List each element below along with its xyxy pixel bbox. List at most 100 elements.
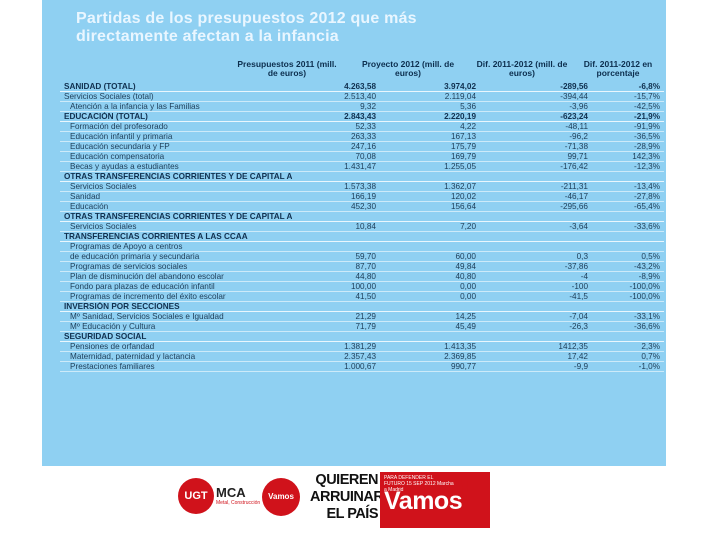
value-2012 [380, 171, 480, 183]
table-row: Programas de servicios sociales 87,70 49,8… [60, 261, 664, 273]
value-diff: -394,44 [480, 91, 592, 103]
value-2012: 14,25 [380, 311, 480, 323]
value-diff-percent: -15,7% [592, 91, 664, 103]
row-label: Mº Educación y Cultura [60, 321, 292, 333]
table-row: Maternidad, paternidad y lactancia 2.357,… [60, 351, 664, 363]
row-label: Atención a la infancia y las Familias [60, 101, 292, 113]
value-diff: -41,5 [480, 291, 592, 303]
value-diff-percent: -36,5% [592, 131, 664, 143]
value-2012: 0,00 [380, 291, 480, 303]
infographic-title: Partidas de los presupuestos 2012 que má… [76, 10, 417, 45]
value-2011: 4.263,58 [292, 82, 380, 93]
value-diff-percent: -65,4% [592, 201, 664, 213]
row-label: TRANSFERENCIAS CORRIENTES A LAS CCAA [60, 231, 292, 243]
section-row: OTRAS TRANSFERENCIAS CORRIENTES Y DE CAP… [60, 171, 664, 183]
value-2011: 166,19 [292, 191, 380, 203]
row-label: Educación secundaria y FP [60, 141, 292, 153]
value-diff [480, 211, 592, 223]
section-row: EDUCACIÓN (TOTAL) 2.843,43 2.220,19 -623,24… [60, 111, 664, 123]
value-diff: -71,38 [480, 141, 592, 153]
value-2012 [380, 331, 480, 343]
row-label: Programas de Apoyo a centros [60, 241, 292, 253]
value-diff: -9,9 [480, 361, 592, 373]
table-row: Atención a la infancia y las Familias 9,3… [60, 101, 664, 113]
value-2012: 167,13 [380, 131, 480, 143]
table-row: Educación compensatoria 70,08 169,79 99,71 1… [60, 151, 664, 163]
value-diff-percent: -36,6% [592, 321, 664, 333]
value-2011: 70,08 [292, 151, 380, 163]
value-2011: 21,29 [292, 311, 380, 323]
value-2011: 10,84 [292, 221, 380, 233]
value-diff-percent: 0,7% [592, 351, 664, 363]
row-label: INVERSIÓN POR SECCIONES [60, 301, 292, 313]
table-row: Programas de incremento del éxito escola… [60, 291, 664, 303]
value-diff: -7,04 [480, 311, 592, 323]
value-2011: 100,00 [292, 281, 380, 293]
value-diff-percent [592, 241, 664, 253]
value-diff-percent: 2,3% [592, 341, 664, 353]
table-row: Educación infantil y primaria 263,33 167,1… [60, 131, 664, 143]
row-label: Mº Sanidad, Servicios Sociales e Igualda… [60, 311, 292, 323]
value-diff-percent: 142,3% [592, 151, 664, 163]
header-proyecto-2012: Proyecto 2012 (mill. de euros) [361, 59, 455, 78]
value-diff-percent: -42,5% [592, 101, 664, 113]
value-2011: 452,30 [292, 201, 380, 213]
mca-logo-subtitle: Metal, Construcción [216, 500, 261, 506]
vamos-banner-title: Vamos [384, 487, 463, 515]
section-row: INVERSIÓN POR SECCIONES [60, 301, 664, 313]
value-diff: -176,42 [480, 161, 592, 173]
value-2011 [292, 301, 380, 313]
value-diff: -96,2 [480, 131, 592, 143]
row-label: Fondo para plazas de educación infantil [60, 281, 292, 293]
row-label: Educación [60, 201, 292, 213]
value-2012: 120,02 [380, 191, 480, 203]
value-2012: 60,00 [380, 251, 480, 263]
value-2011 [292, 211, 380, 223]
value-2011: 2.843,43 [292, 111, 380, 123]
row-label: Maternidad, paternidad y lactancia [60, 351, 292, 363]
value-2011 [292, 171, 380, 183]
value-diff: 99,71 [480, 151, 592, 163]
value-diff-percent [592, 171, 664, 183]
value-2011: 87,70 [292, 261, 380, 273]
row-label: Sanidad [60, 191, 292, 203]
row-label: Plan de disminución del abandono escolar [60, 271, 292, 283]
value-diff: -3,64 [480, 221, 592, 233]
table-row: Mº Sanidad, Servicios Sociales e Igualda… [60, 311, 664, 323]
table-row: Educación secundaria y FP 247,16 175,79 -71… [60, 141, 664, 153]
row-label: Educación compensatoria [60, 151, 292, 163]
value-diff: 0,3 [480, 251, 592, 263]
row-label: Pensiones de orfandad [60, 341, 292, 353]
value-2012: 0,00 [380, 281, 480, 293]
value-diff-percent: -33,1% [592, 311, 664, 323]
value-2012: 45,49 [380, 321, 480, 333]
value-diff-percent [592, 231, 664, 243]
value-2012: 1.255,05 [380, 161, 480, 173]
value-2012: 1.362,07 [380, 181, 480, 193]
value-2011: 52,33 [292, 121, 380, 133]
vamos-exclamation: ! [458, 470, 472, 514]
value-2011: 59,70 [292, 251, 380, 263]
value-diff: -295,66 [480, 201, 592, 213]
ugt-logo: UGT [178, 478, 214, 514]
table-row: Becas y ayudas a estudiantes 1.431,47 1.25… [60, 161, 664, 173]
value-2012: 2.220,19 [380, 111, 480, 123]
value-diff-percent: -28,9% [592, 141, 664, 153]
value-diff-percent: -33,6% [592, 221, 664, 233]
value-2011: 41,50 [292, 291, 380, 303]
value-2012: 1.413,35 [380, 341, 480, 353]
value-2011: 1.573,38 [292, 181, 380, 193]
value-diff-percent: -6,8% [592, 82, 664, 93]
value-2012 [380, 241, 480, 253]
value-diff-percent: -13,4% [592, 181, 664, 193]
value-diff [480, 241, 592, 253]
value-diff-percent: -12,3% [592, 161, 664, 173]
value-2011 [292, 331, 380, 343]
table-row: Sanidad 166,19 120,02 -46,17 -27,8% [60, 191, 664, 203]
table-row: de educación primaria y secundaria 59,70 6… [60, 251, 664, 263]
value-diff-percent: -43,2% [592, 261, 664, 273]
table-row: Programas de Apoyo a centros [60, 241, 664, 253]
row-label: EDUCACIÓN (TOTAL) [60, 111, 292, 123]
value-2012 [380, 211, 480, 223]
value-diff: -289,56 [480, 82, 592, 93]
